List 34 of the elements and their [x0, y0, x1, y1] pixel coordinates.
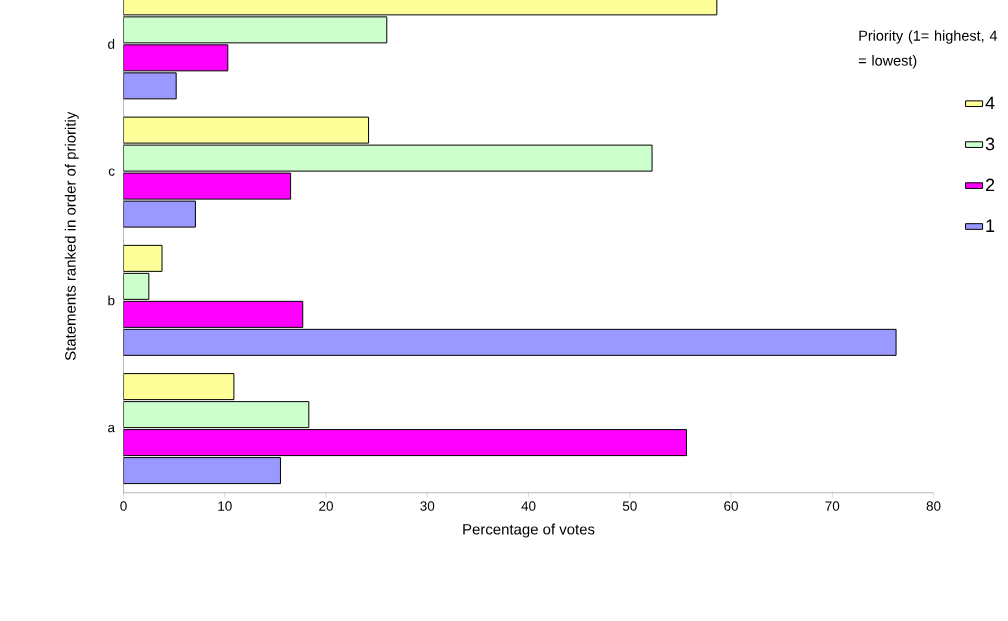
bar: [123, 72, 177, 100]
bar: [123, 200, 196, 228]
y-tick-label: c: [108, 168, 115, 176]
x-tick-label: 10: [218, 501, 232, 511]
y-axis-title: Statements ranked in order of prioritiy: [64, 111, 79, 361]
bar: [123, 144, 653, 172]
legend-title: Priority (1= highest, 4 = lowest): [858, 30, 998, 69]
bar: [123, 457, 281, 485]
bar: [123, 429, 687, 457]
bar: [123, 116, 370, 144]
bar: [123, 373, 235, 401]
y-tick-label: b: [108, 295, 115, 306]
x-tick-label: 50: [622, 501, 637, 511]
x-tick-label: 30: [420, 501, 435, 511]
bar: [123, 44, 229, 72]
bar: [123, 272, 150, 300]
x-tick-label: 60: [724, 501, 738, 511]
legend-label: 4: [985, 96, 995, 110]
x-tick-label: 40: [521, 501, 536, 511]
x-axis-title: Percentage of votes: [463, 523, 595, 538]
y-tick-label: a: [108, 424, 116, 433]
x-tick-label: 20: [319, 501, 333, 511]
bar: [123, 172, 292, 200]
x-tick-label: 70: [825, 501, 840, 511]
legend-label: 3: [985, 137, 995, 151]
bar: [123, 300, 304, 328]
x-tick-label: 80: [926, 501, 941, 511]
legend-label: 2: [985, 178, 995, 192]
bar: [123, 401, 310, 429]
y-tick-label: d: [108, 38, 115, 49]
bar: [123, 244, 163, 272]
legend-label: 1: [986, 219, 995, 232]
bar: [123, 328, 897, 356]
x-tick-label: 0: [120, 501, 127, 511]
